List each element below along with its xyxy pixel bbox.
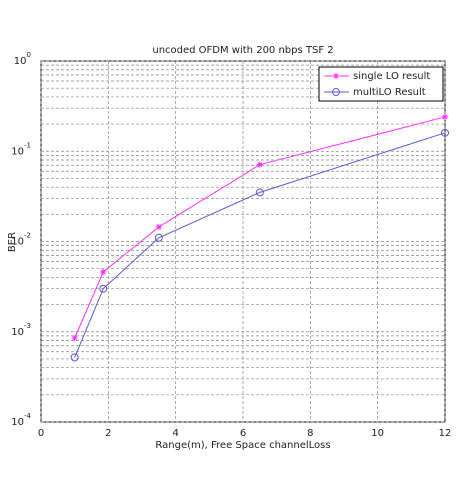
series-line [74,132,446,358]
legend-label: multiLO Result [353,87,426,98]
x-tick-label: 2 [105,428,111,439]
marker [442,113,448,120]
marker [441,128,449,137]
y-tick-base: 10 [11,146,24,157]
y-tick-base: 10 [11,237,24,248]
y-tick-label: 10-1 [11,141,31,157]
y-tick-exponent: -1 [24,141,31,149]
y-tick-label: 100 [14,51,31,67]
y-tick-exponent: -4 [24,412,32,420]
x-axis-label: Range(m), Free Space channelLoss [155,440,330,451]
marker [256,161,263,168]
y-tick-label: 10-2 [11,232,31,248]
marker [155,223,162,230]
marker [333,73,339,79]
marker [100,268,107,275]
y-tick-exponent: 0 [27,51,31,59]
x-tick-label: 10 [371,428,384,439]
marker [71,335,78,342]
y-tick-label: 10-4 [11,412,31,428]
marker [255,188,264,197]
x-tick-label: 8 [307,428,313,439]
y-tick-base: 10 [11,417,24,428]
marker [70,353,79,362]
y-axis-label: BER [7,232,18,252]
y-tick-base: 10 [11,327,24,338]
marker [99,284,108,293]
x-tick-label: 6 [240,428,246,439]
marker [332,88,340,96]
y-tick-label: 10-3 [11,322,31,338]
x-tick-label: 0 [38,428,44,439]
marker [154,233,163,242]
x-tick-label: 12 [439,428,452,439]
y-tick-exponent: -2 [24,232,31,240]
legend [318,66,444,102]
y-tick-exponent: -3 [24,322,31,330]
y-tick-base: 10 [14,56,27,67]
legend-label: single LO result [353,71,430,82]
x-tick-label: 4 [172,428,178,439]
chart-title: uncoded OFDM with 200 nbps TSF 2 [152,45,333,56]
